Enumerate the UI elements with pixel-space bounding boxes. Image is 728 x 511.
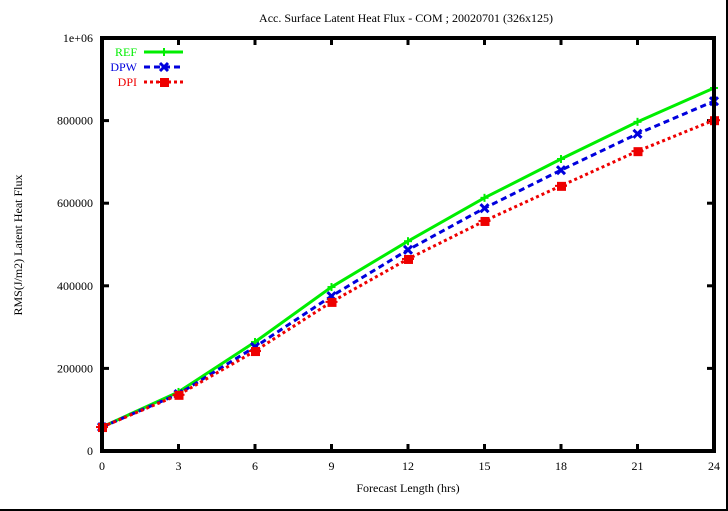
y-tick-label: 0 (87, 444, 93, 458)
x-tick-label: 12 (402, 459, 414, 473)
plot-series (96, 83, 720, 433)
x-tick-label: 18 (555, 459, 567, 473)
y-tick-label: 400000 (57, 279, 93, 293)
x-tick-label: 3 (176, 459, 182, 473)
chart-title: Acc. Surface Latent Heat Flux - COM ; 20… (259, 11, 553, 25)
legend-item-ref: REF (115, 45, 183, 59)
legend-item-dpw: DPW (110, 60, 183, 74)
legend-label: DPW (110, 60, 137, 74)
legend-label: REF (115, 45, 137, 59)
x-tick-label: 6 (252, 459, 258, 473)
x-axis-label: Forecast Length (hrs) (356, 481, 459, 495)
y-tick-label: 800000 (57, 114, 93, 128)
series-dpw (96, 96, 720, 433)
y-tick-label: 200000 (57, 361, 93, 375)
x-tick-label: 21 (632, 459, 644, 473)
plot-frame (100, 36, 716, 453)
x-tick-label: 24 (708, 459, 720, 473)
legend-item-dpi: DPI (118, 75, 183, 89)
legend-label: DPI (118, 75, 137, 89)
x-tick-label: 9 (329, 459, 335, 473)
y-axis-label: RMS(J/m2) Latent Heat Flux (11, 175, 25, 316)
x-tick-label: 15 (479, 459, 491, 473)
y-tick-label: 1e+06 (63, 31, 93, 45)
y-tick-label: 600000 (57, 196, 93, 210)
axis-ticks: 0 3 6 9 12 15 18 21 24 0 200000 400000 600000 800000 1… (57, 31, 720, 473)
x-tick-label: 0 (99, 459, 105, 473)
